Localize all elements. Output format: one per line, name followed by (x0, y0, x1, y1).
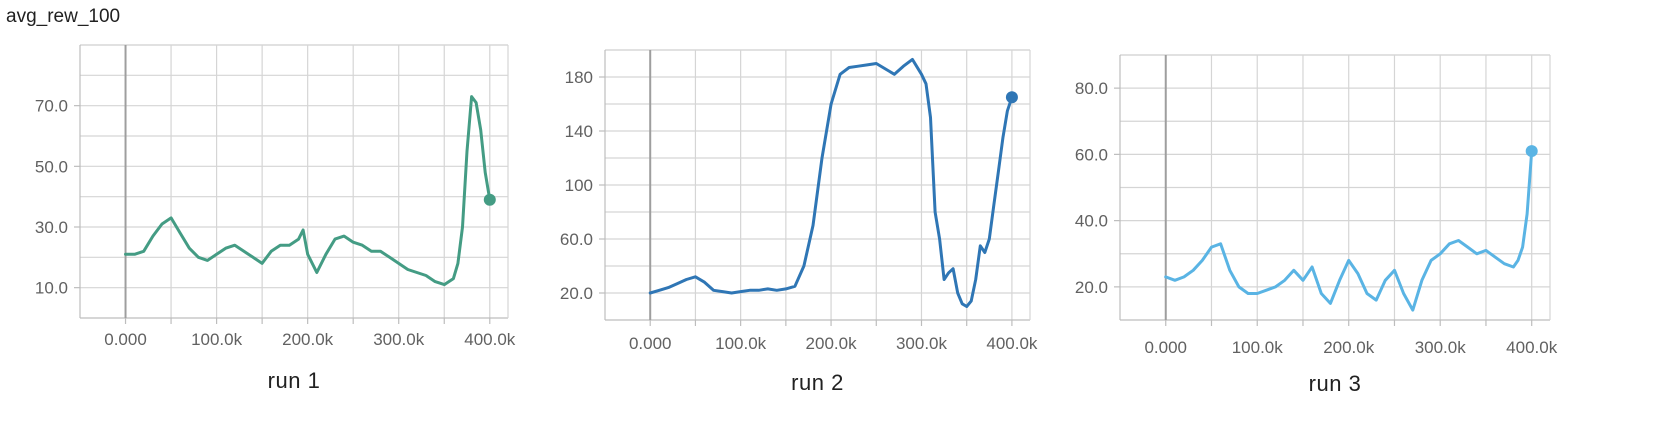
y-tick-label: 100 (565, 176, 593, 195)
y-tick-label: 40.0 (1075, 212, 1108, 231)
x-tick-label: 300.0k (896, 334, 948, 353)
x-tick-label: 100.0k (1232, 338, 1284, 357)
x-tick-label: 0.000 (629, 334, 672, 353)
x-tick-label: 200.0k (282, 330, 334, 349)
y-tick-label: 60.0 (560, 230, 593, 249)
x-tick-label: 100.0k (191, 330, 243, 349)
chart-run-1: 10.0 30.0 50.0 70.0 0.000 100.0k 200.0k 300.0k 4… (35, 44, 516, 393)
y-tick-label: 60.0 (1075, 145, 1108, 164)
chart-run-3: 20.0 40.0 60.0 80.0 0.000 100.0k 200.0k 300.0k 4… (1075, 54, 1558, 396)
x-tick-label: 400.0k (464, 330, 516, 349)
y-tick-label: 180 (565, 68, 593, 87)
series-smoothed-line (648, 57, 1014, 308)
y-tick-label: 20.0 (560, 284, 593, 303)
y-tick-label: 30.0 (35, 218, 68, 237)
series-smoothed-line (124, 95, 492, 287)
series-end-point[interactable] (1525, 145, 1538, 158)
run-label: run 1 (268, 368, 321, 393)
x-tick-label: 400.0k (1506, 338, 1558, 357)
x-tick-label: 200.0k (806, 334, 858, 353)
x-tick-label: 300.0k (1415, 338, 1467, 357)
series-end-point[interactable] (483, 193, 496, 206)
y-tick-label: 70.0 (35, 97, 68, 116)
x-tick-label: 0.000 (104, 330, 147, 349)
series-smoothed-line (1164, 149, 1534, 312)
run-label: run 3 (1309, 371, 1362, 396)
x-tick-label: 300.0k (373, 330, 425, 349)
series-end-point[interactable] (1005, 91, 1018, 104)
x-tick-label: 400.0k (986, 334, 1038, 353)
y-tick-label: 10.0 (35, 279, 68, 298)
x-tick-label: 0.000 (1144, 338, 1187, 357)
x-tick-label: 100.0k (715, 334, 767, 353)
chart-run-2: 20.0 60.0 100 140 180 0.000 100.0k 200.0k 300.0k… (560, 49, 1038, 395)
y-tick-label: 20.0 (1075, 278, 1108, 297)
page-title: avg_rew_100 (6, 6, 121, 27)
run-label: run 2 (791, 370, 844, 395)
y-tick-label: 140 (565, 122, 593, 141)
x-tick-label: 200.0k (1323, 338, 1375, 357)
y-tick-label: 80.0 (1075, 79, 1108, 98)
y-tick-label: 50.0 (35, 157, 68, 176)
